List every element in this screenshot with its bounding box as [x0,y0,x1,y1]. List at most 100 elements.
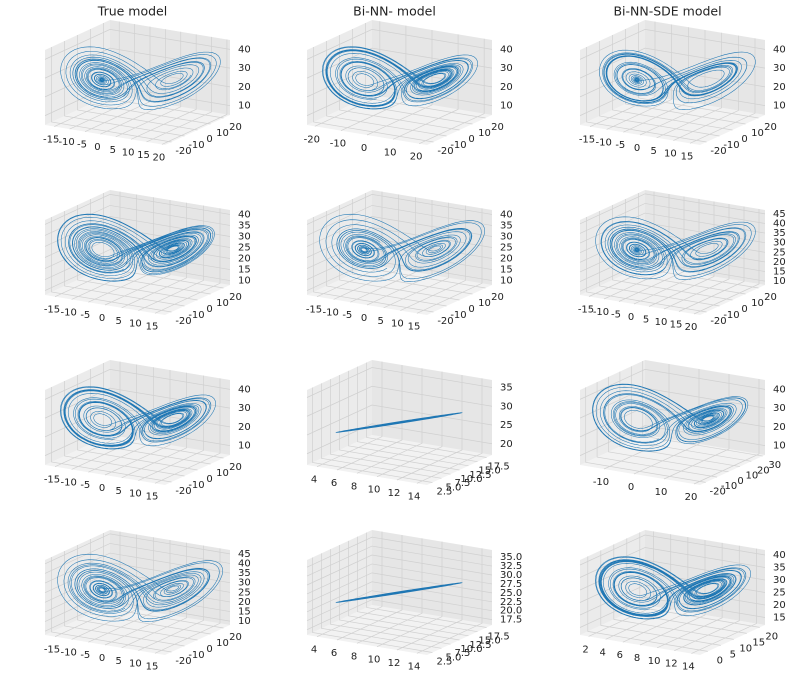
grid-line [313,47,434,143]
grid-line [51,387,172,483]
y-tick-label: 20 [491,292,504,303]
panel-title: Bi-NN- model [353,4,436,19]
grid-line [90,369,211,465]
z-tick-label: 25 [773,588,786,599]
x-tick-label: 4 [311,475,317,486]
x-tick-label: 8 [351,651,357,662]
back-pane [645,360,765,455]
z-tick-label: 30 [238,578,251,589]
z-tick-label: 35 [773,228,786,239]
panel-title: True model [97,4,167,19]
grid-line [306,599,493,630]
grid-line [625,199,746,295]
trajectory [322,46,478,110]
grid-line [603,364,670,470]
grid-line [90,539,211,635]
grid-line [638,23,759,119]
z-tick-label: 40 [773,218,786,229]
x-tick-label: -10 [593,477,609,488]
grid-line [44,47,231,79]
grid-line [606,24,673,130]
z-tick-label: 32.5 [500,561,522,572]
y-tick-label: 17.5 [487,462,509,473]
x-tick-label: -15 [306,305,322,316]
grid-line [579,29,766,60]
trajectory [60,386,216,450]
x-tick-label: 2 [582,644,588,655]
y-tick-label: 10 [739,643,752,654]
x-tick-label: -5 [611,310,621,321]
z-tick-label: 15 [500,265,513,276]
y-tick-label: 5.0 [445,652,461,663]
grid-line [339,375,460,471]
grid-line [585,387,706,483]
grid-line [656,542,723,649]
z-tick-label: 25 [238,243,251,254]
grid-line [623,27,689,133]
panel: -15 -10 -5 0 5 10 15 -20-1001020101520253035404… [44,530,251,672]
y-tick-label: 0 [206,134,212,145]
z-tick-label: 30 [238,231,251,242]
z-tick-label: 15 [773,613,786,624]
grid-line [579,47,766,79]
y-tick-label: 10 [751,128,764,139]
grid-line [689,38,756,144]
x-tick-label: 4 [311,645,317,656]
y-tick-label: -20 [710,316,726,327]
grid-line [366,30,433,136]
x-tick-label: 15 [408,321,421,332]
z-tick-label: 10 [238,441,251,452]
grid-line [579,547,766,578]
grid-line [306,572,493,604]
grid-line [693,209,760,315]
grid-line [306,260,493,291]
grid-line [579,597,766,628]
x-tick-label: 10 [664,149,677,160]
x-tick-label: 10 [648,656,661,667]
z-tick-label: 25.0 [500,588,522,599]
grid-line [350,197,416,303]
y-tick-label: 20 [229,122,242,133]
grid-line [587,556,708,652]
grid-line [54,361,121,467]
z-tick-label: 30 [238,63,251,74]
grid-line [77,205,198,301]
y-tick-label: 20 [229,462,242,473]
grid-line [612,205,733,301]
x-tick-label: 20 [685,492,698,503]
y-tick-label: -10 [188,310,204,321]
y-tick-label: 20 [229,292,242,303]
y-tick-label: 10 [216,468,229,479]
left-pane [580,530,645,635]
z-tick-label: 10 [773,276,786,287]
y-tick-label: -20 [710,486,726,497]
z-tick-label: 40 [500,209,513,220]
z-tick-label: 35 [500,383,513,394]
x-tick-label: 6 [617,650,623,661]
grid-line [306,536,493,568]
z-tick-label: 25 [238,587,251,598]
grid-line [306,590,493,622]
x-tick-label: 0 [99,653,105,664]
x-tick-label: -10 [330,139,346,150]
y-tick-label: 20 [764,122,777,133]
trajectory [595,556,751,620]
x-tick-label: 0 [99,483,105,494]
x-tick-label: 20 [410,152,423,163]
grid-line [639,532,760,628]
x-tick-label: 15 [146,491,159,502]
z-tick-label: 40 [773,44,786,55]
y-tick-label: -20 [175,316,191,327]
y-tick-label: 0 [741,304,747,315]
grid-line [596,382,718,478]
z-tick-label: 20 [773,422,786,433]
grid-line [77,375,198,471]
x-tick-label: 14 [682,662,695,673]
z-tick-label: 35 [238,568,251,579]
x-tick-label: 0 [361,313,367,324]
x-tick-label: 0 [94,142,100,153]
x-tick-label: 10 [129,659,142,670]
trajectory [595,216,756,280]
